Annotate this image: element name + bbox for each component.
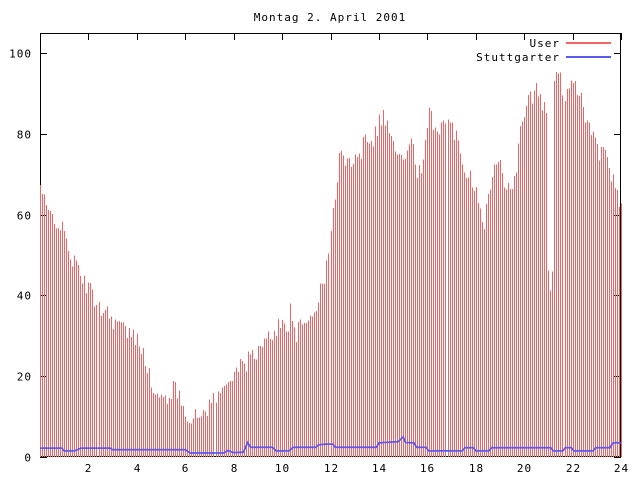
x-tick-label: 20 [517,462,532,475]
stuttgarter-line-series [40,435,622,454]
x-tick-label: 4 [134,462,142,475]
legend-label-stuttgarter: Stuttgarter [476,51,560,64]
legend: User Stuttgarter [476,37,611,64]
x-tick-label: 24 [614,462,629,475]
legend-label-user: User [530,37,561,50]
y-tick-label: 20 [17,371,32,384]
user-impulses-series [40,71,622,457]
x-tick-label: 6 [182,462,190,475]
x-tick-label: 10 [275,462,290,475]
x-tick-label: 12 [324,462,339,475]
x-tick-label: 22 [566,462,581,475]
y-tick-label: 0 [24,452,32,465]
y-tick-label: 100 [9,48,32,61]
x-tick-label: 16 [420,462,435,475]
x-tick-label: 14 [372,462,387,475]
x-tick-label: 2 [85,462,93,475]
y-tick-label: 80 [17,129,32,142]
x-tick-label: 8 [231,462,239,475]
x-tick-label: 18 [469,462,484,475]
y-tick-label: 60 [17,210,32,223]
chart-title: Montag 2. April 2001 [254,11,406,24]
y-tick-label: 40 [17,290,32,303]
